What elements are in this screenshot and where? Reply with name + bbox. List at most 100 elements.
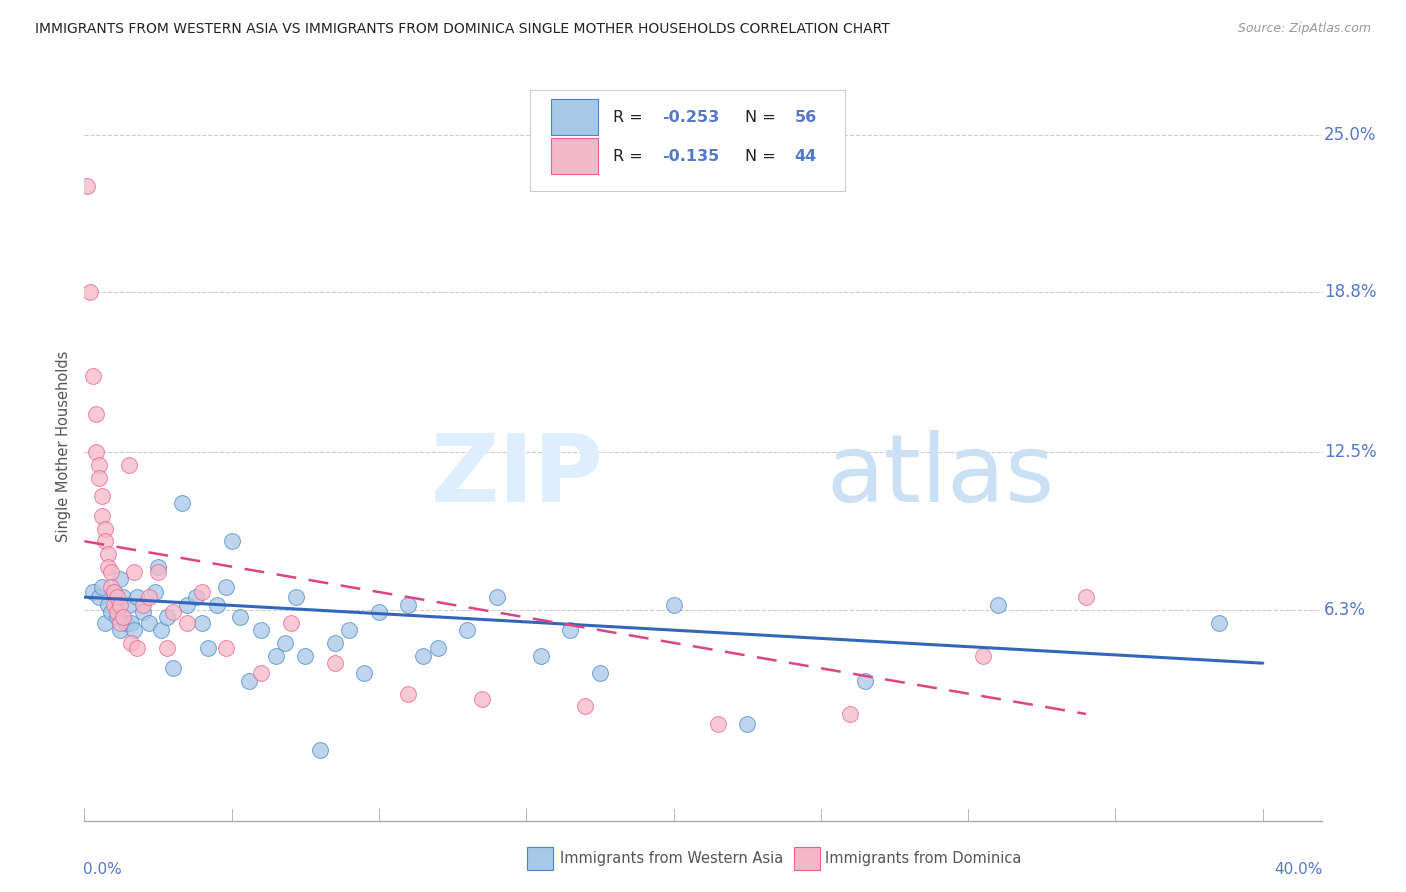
Bar: [551, 138, 598, 174]
Point: [250, 666, 273, 681]
Point: [143, 585, 166, 599]
Text: 25.0%: 25.0%: [1324, 126, 1376, 144]
Point: [87, 590, 110, 604]
Text: 18.8%: 18.8%: [1324, 284, 1376, 301]
Point: [426, 640, 449, 655]
Text: N =: N =: [745, 110, 780, 125]
Point: [103, 585, 125, 599]
Text: 56: 56: [794, 110, 817, 125]
Point: [339, 623, 361, 637]
Point: [108, 615, 131, 630]
Point: [100, 606, 122, 620]
Text: ZIP: ZIP: [432, 430, 605, 522]
Point: [353, 666, 375, 681]
Point: [108, 572, 131, 586]
Point: [170, 496, 193, 510]
Y-axis label: Single Mother Households: Single Mother Households: [56, 351, 72, 541]
Point: [124, 623, 146, 637]
Text: 0.0%: 0.0%: [83, 862, 122, 877]
Point: [76, 178, 98, 193]
Point: [82, 585, 104, 599]
Point: [156, 610, 179, 624]
Point: [396, 598, 419, 612]
Text: 6.3%: 6.3%: [1324, 601, 1367, 619]
Point: [589, 666, 612, 681]
Point: [485, 590, 508, 604]
Text: R =: R =: [613, 149, 648, 163]
Point: [238, 673, 260, 688]
Point: [176, 615, 198, 630]
Point: [280, 615, 302, 630]
Point: [121, 615, 143, 630]
Point: [323, 656, 346, 670]
Point: [156, 640, 179, 655]
Point: [456, 623, 478, 637]
Point: [250, 623, 273, 637]
Point: [149, 623, 172, 637]
Text: R =: R =: [613, 110, 648, 125]
Point: [87, 458, 110, 472]
Text: 12.5%: 12.5%: [1324, 443, 1376, 461]
Text: IMMIGRANTS FROM WESTERN ASIA VS IMMIGRANTS FROM DOMINICA SINGLE MOTHER HOUSEHOLD: IMMIGRANTS FROM WESTERN ASIA VS IMMIGRAN…: [35, 22, 890, 37]
Point: [97, 559, 120, 574]
Point: [146, 559, 169, 574]
Point: [100, 580, 122, 594]
Point: [191, 585, 214, 599]
Point: [91, 489, 114, 503]
Point: [215, 580, 238, 594]
Point: [84, 445, 107, 459]
Point: [97, 547, 120, 561]
Point: [91, 580, 114, 594]
Point: [221, 534, 243, 549]
Point: [146, 565, 169, 579]
Point: [294, 648, 316, 663]
Point: [132, 598, 155, 612]
Text: -0.135: -0.135: [662, 149, 720, 163]
Point: [105, 610, 128, 624]
Point: [853, 673, 876, 688]
Point: [138, 615, 160, 630]
Point: [186, 590, 208, 604]
Point: [94, 534, 117, 549]
Point: [84, 407, 107, 421]
Point: [79, 285, 101, 300]
Text: Immigrants from Dominica: Immigrants from Dominica: [825, 852, 1022, 866]
Point: [1208, 615, 1230, 630]
Point: [108, 623, 131, 637]
Point: [94, 522, 117, 536]
Point: [105, 590, 128, 604]
Point: [132, 606, 155, 620]
Point: [111, 610, 134, 624]
Point: [560, 623, 582, 637]
Point: [706, 717, 728, 731]
Point: [162, 606, 184, 620]
Point: [87, 471, 110, 485]
Point: [100, 565, 122, 579]
Point: [105, 606, 128, 620]
Bar: [551, 99, 598, 135]
Text: 40.0%: 40.0%: [1274, 862, 1323, 877]
Point: [176, 598, 198, 612]
Point: [127, 640, 149, 655]
Point: [94, 615, 117, 630]
Point: [471, 691, 494, 706]
Point: [972, 648, 994, 663]
Point: [121, 636, 143, 650]
Text: N =: N =: [745, 149, 780, 163]
Point: [103, 598, 125, 612]
Point: [97, 598, 120, 612]
Point: [309, 742, 332, 756]
Point: [735, 717, 758, 731]
Point: [215, 640, 238, 655]
Point: [205, 598, 228, 612]
Text: 44: 44: [794, 149, 817, 163]
Point: [323, 636, 346, 650]
Text: atlas: atlas: [827, 430, 1054, 522]
Point: [91, 508, 114, 523]
Point: [197, 640, 219, 655]
Text: Source: ZipAtlas.com: Source: ZipAtlas.com: [1237, 22, 1371, 36]
Point: [117, 598, 139, 612]
Point: [987, 598, 1010, 612]
Point: [111, 590, 134, 604]
Point: [273, 636, 295, 650]
